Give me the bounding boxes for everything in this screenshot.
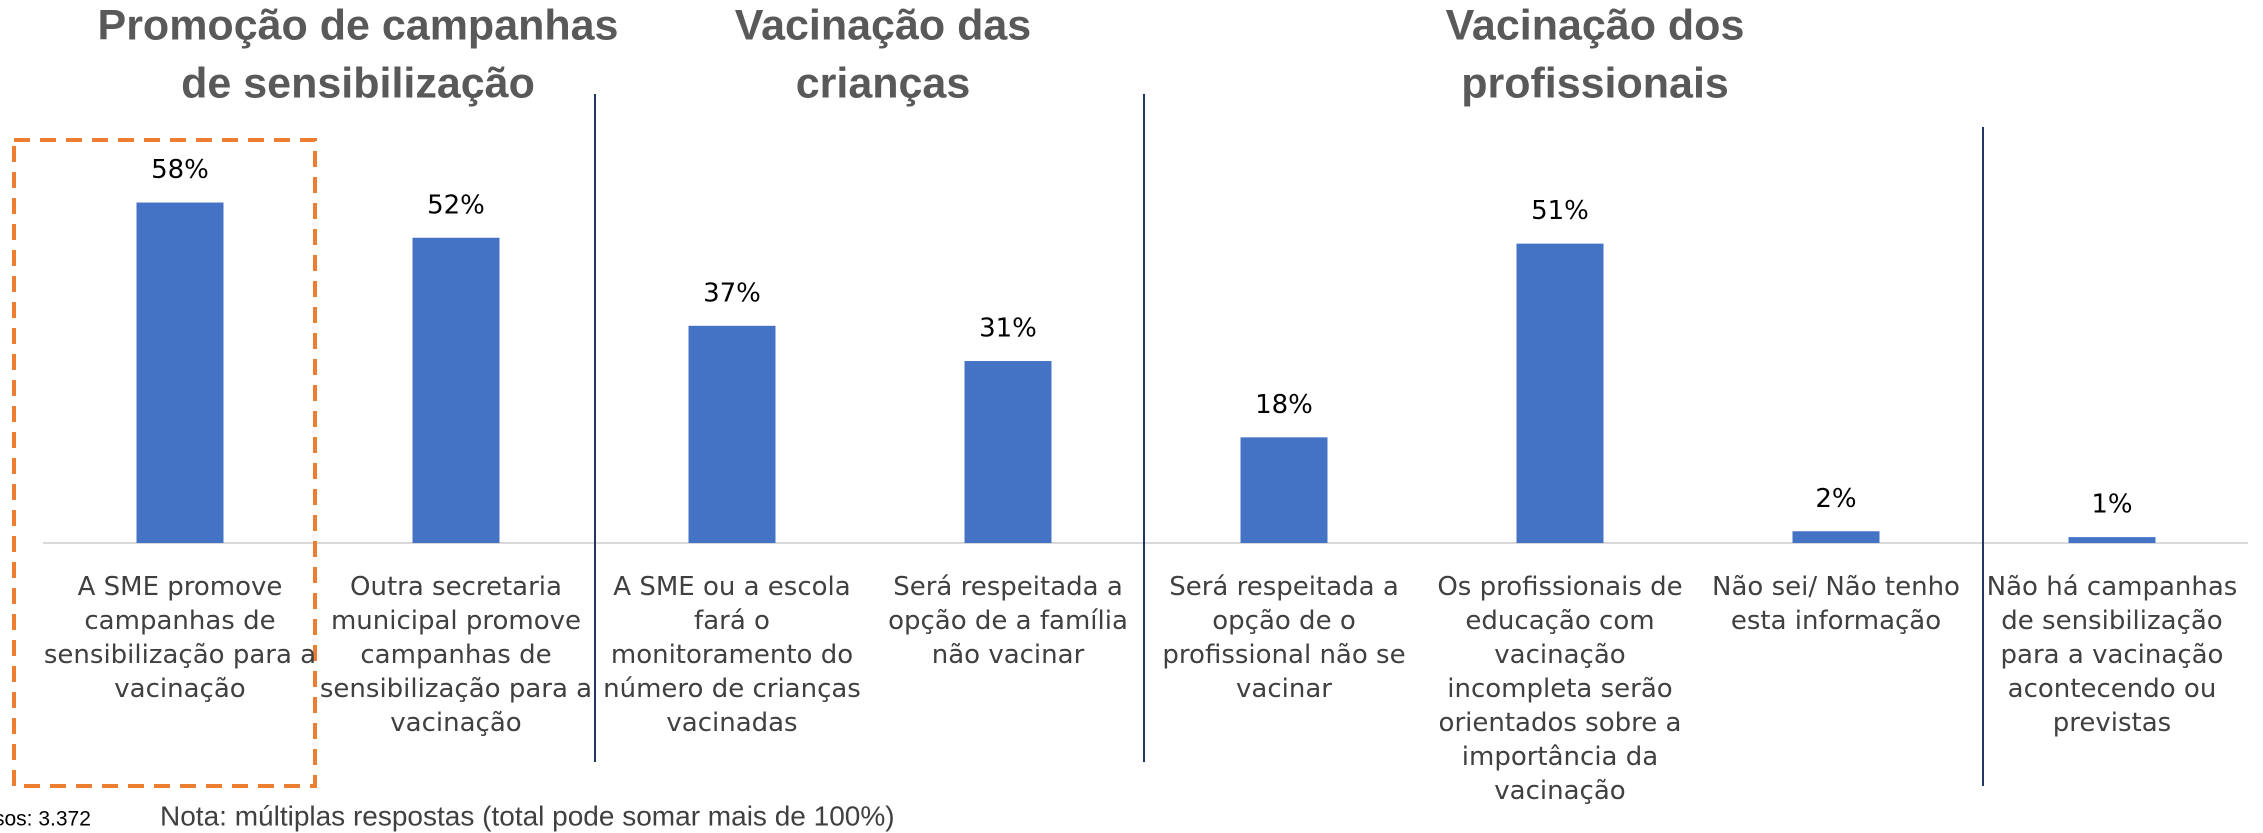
highlight-box (12, 138, 317, 788)
bar (1516, 243, 1604, 543)
group-title: profissionais (1461, 59, 1729, 107)
bar (1792, 531, 1880, 543)
x-tick-label: Será respeitada a opção de a família não… (888, 572, 1128, 670)
category-label-box: Outra secretaria municipal promove campa… (319, 572, 593, 738)
value-label: 1% (2091, 490, 2132, 520)
x-tick-label: Outra secretaria municipal promove campa… (319, 572, 593, 738)
group-title: Vacinação dos (1446, 1, 1745, 49)
group-title: Promoção de campanhas (98, 1, 619, 49)
bar (412, 237, 500, 543)
x-tick-label: Os profissionais de educação com vacinaç… (1437, 572, 1683, 806)
category-label-box: Não há campanhas de sensibilização para … (1986, 572, 2238, 738)
group-title: Vacinação das (735, 1, 1031, 49)
value-label: 31% (979, 314, 1037, 344)
category-label-box: Será respeitada a opção de o profissiona… (1162, 572, 1406, 704)
group-title: crianças (796, 59, 971, 107)
x-tick-label: Não há campanhas de sensibilização para … (1986, 572, 2238, 738)
value-label: 52% (427, 190, 485, 220)
value-label: 51% (1531, 196, 1589, 226)
value-label: 18% (1255, 390, 1313, 420)
category-label-box: Será respeitada a opção de a família não… (888, 572, 1128, 670)
footnote: sos: 3.372 (0, 808, 91, 831)
value-label: 37% (703, 278, 761, 308)
x-tick-label: A SME ou a escola fará o monitoramento d… (603, 572, 861, 738)
bar (688, 325, 776, 543)
footnote: Nota: múltiplas respostas (total pode so… (160, 800, 895, 831)
category-label-box: Os profissionais de educação com vacinaç… (1437, 572, 1683, 806)
category-label-box: Não sei/ Não tenho esta informação (1712, 572, 1960, 636)
category-label-box: A SME promove campanhas de sensibilizaçã… (43, 572, 317, 704)
bar (136, 202, 224, 544)
group-title: de sensibilização (181, 59, 535, 107)
x-tick-label: A SME promove campanhas de sensibilizaçã… (43, 572, 317, 704)
bar (1240, 437, 1328, 543)
value-label: 2% (1815, 484, 1856, 514)
bar (2068, 537, 2156, 543)
category-label-box: A SME ou a escola fará o monitoramento d… (603, 572, 861, 738)
bar (964, 361, 1052, 543)
x-tick-label: Não sei/ Não tenho esta informação (1712, 572, 1960, 636)
value-label: 58% (151, 155, 209, 185)
x-tick-label: Será respeitada a opção de o profissiona… (1162, 572, 1406, 704)
